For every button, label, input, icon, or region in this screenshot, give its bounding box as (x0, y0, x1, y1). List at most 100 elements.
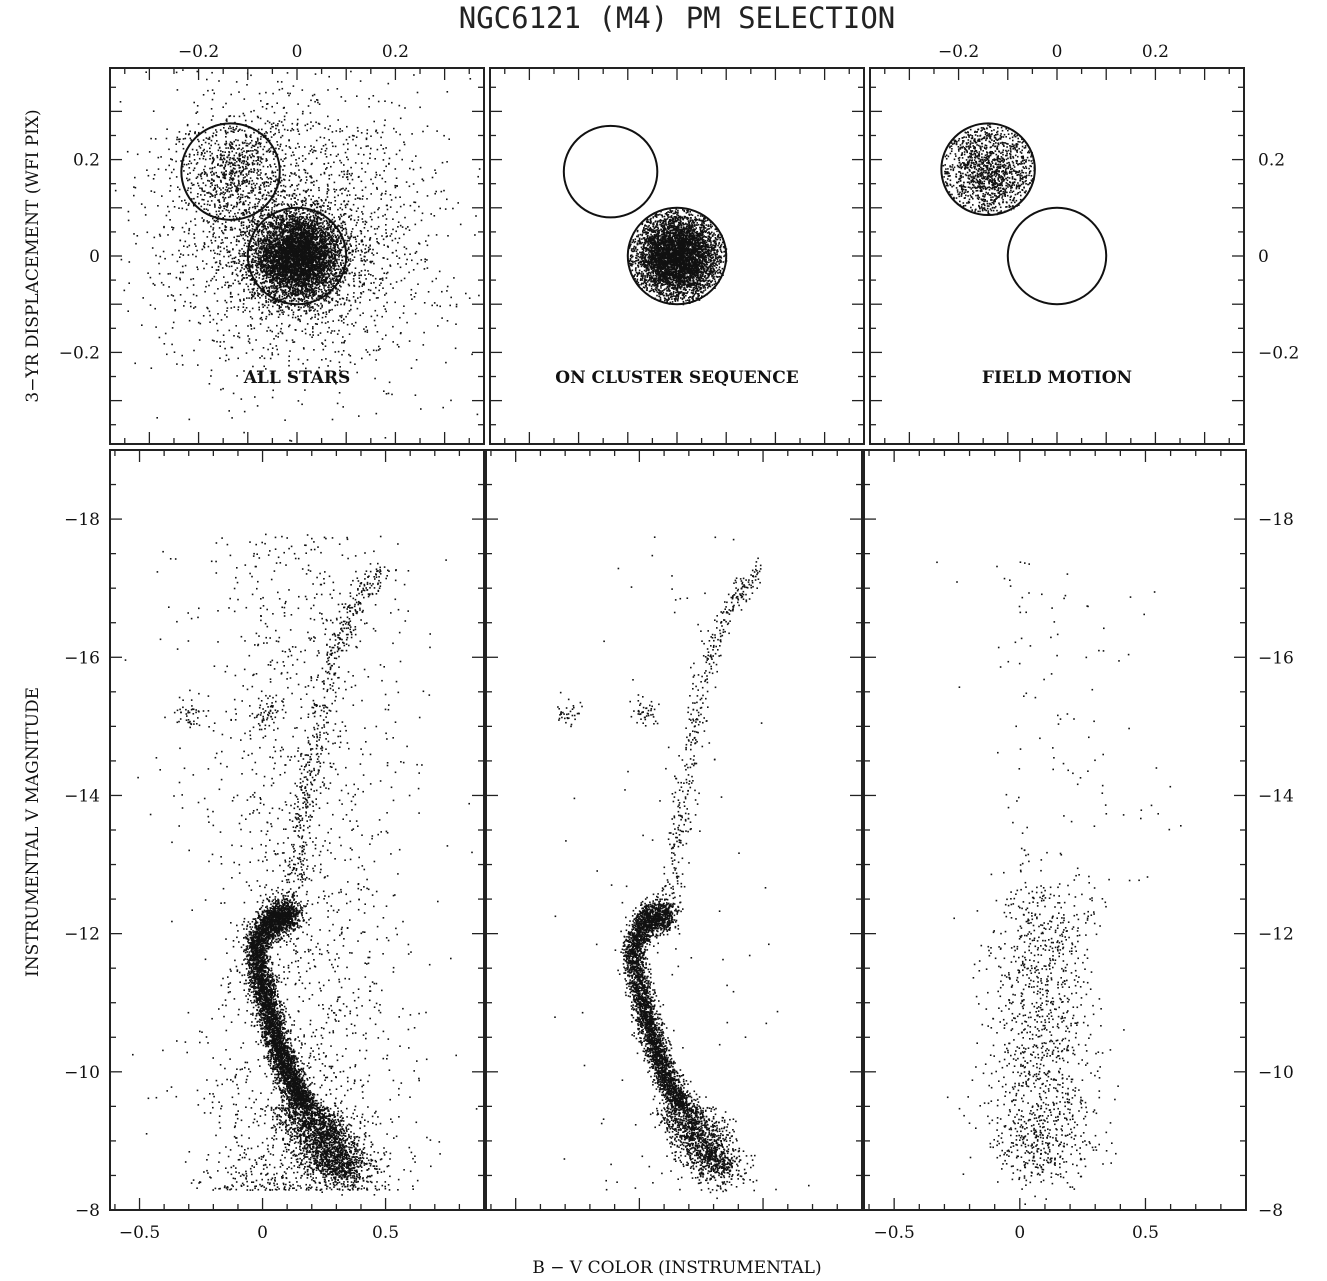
pm-point (226, 302, 228, 304)
pm-point (293, 212, 295, 214)
pm-point (259, 293, 261, 295)
pm-point (282, 293, 284, 295)
pm-point (300, 283, 302, 285)
pm-point (332, 219, 334, 221)
pm-point (258, 261, 260, 263)
pm-point (255, 256, 257, 258)
pm-point (288, 210, 290, 212)
pm-point (254, 261, 256, 263)
pm-point (323, 292, 325, 294)
pm-point (323, 202, 325, 204)
pm-point (241, 275, 243, 277)
pm-point (319, 228, 321, 230)
pm-point (258, 267, 260, 269)
pm-point (289, 289, 291, 291)
pm-point (258, 254, 260, 256)
pm-point (270, 224, 272, 226)
pm-point (263, 347, 265, 349)
pm-point (241, 255, 243, 257)
pm-point (323, 298, 325, 300)
pm-point (326, 235, 328, 237)
pm-point (330, 287, 332, 289)
pm-point (337, 252, 339, 254)
pm-point (289, 287, 291, 289)
pm-point (340, 281, 342, 283)
pm-point (330, 272, 332, 274)
pm-point (251, 250, 253, 252)
pm-point (261, 295, 263, 297)
pm-point (318, 269, 320, 271)
pm-point (275, 290, 277, 292)
pm-point (268, 277, 270, 279)
pm-point (286, 217, 288, 219)
pm-point (208, 246, 210, 248)
pm-point (319, 285, 321, 287)
pm-point (323, 280, 325, 282)
pm-point (340, 264, 342, 266)
pm-point (316, 298, 318, 300)
pm-point (319, 217, 321, 219)
pm-point (259, 274, 261, 276)
pm-point (243, 260, 245, 262)
pm-point (313, 279, 315, 281)
pm-point (351, 254, 353, 256)
pm-point (342, 221, 344, 223)
pm-point (368, 247, 370, 249)
pm-point (282, 313, 284, 315)
pm-point (341, 223, 343, 225)
pm-point (238, 281, 240, 283)
pm-point (304, 298, 306, 300)
pm-point (263, 243, 265, 245)
pm-point (326, 193, 328, 195)
pm-point (324, 289, 326, 291)
pm-point (318, 241, 320, 243)
pm-point (251, 298, 253, 300)
pm-point (364, 252, 366, 254)
pm-point (340, 262, 342, 264)
pm-point (312, 306, 314, 308)
pm-point (320, 232, 322, 234)
pm-point (252, 259, 254, 261)
pm-point (312, 286, 314, 288)
pm-point (332, 274, 334, 276)
pm-point (337, 195, 339, 197)
pm-point (270, 231, 272, 233)
pm-point (260, 255, 262, 257)
pm-point (326, 260, 328, 262)
pm-point (271, 244, 273, 246)
pm-point (267, 226, 269, 228)
pm-point (293, 314, 295, 316)
pm-point (312, 195, 314, 197)
pm-point (307, 306, 309, 308)
pm-point (320, 308, 322, 310)
pm-point (310, 199, 312, 201)
pm-point (253, 261, 255, 263)
pm-point (285, 231, 287, 233)
pm-point (302, 234, 304, 236)
pm-point (293, 290, 295, 292)
pm-point (279, 229, 281, 231)
pm-point (286, 215, 288, 217)
pm-point (332, 247, 334, 249)
pm-point (291, 271, 293, 273)
pm-point (339, 255, 341, 257)
pm-point (335, 269, 337, 271)
pm-point (274, 283, 276, 285)
pm-point (309, 213, 311, 215)
pm-point (245, 235, 247, 237)
pm-point (355, 267, 357, 269)
pm-point (272, 202, 274, 204)
pm-point (340, 269, 342, 271)
pm-point (255, 236, 257, 238)
pm-point (256, 290, 258, 292)
pm-point (304, 220, 306, 222)
pm-point (257, 288, 259, 290)
pm-point (259, 277, 261, 279)
pm-point (268, 299, 270, 301)
pm-point (355, 251, 357, 253)
pm-point (331, 214, 333, 216)
pm-point (348, 248, 350, 250)
pm-point (239, 261, 241, 263)
pm-point (281, 237, 283, 239)
pm-point (271, 209, 273, 211)
